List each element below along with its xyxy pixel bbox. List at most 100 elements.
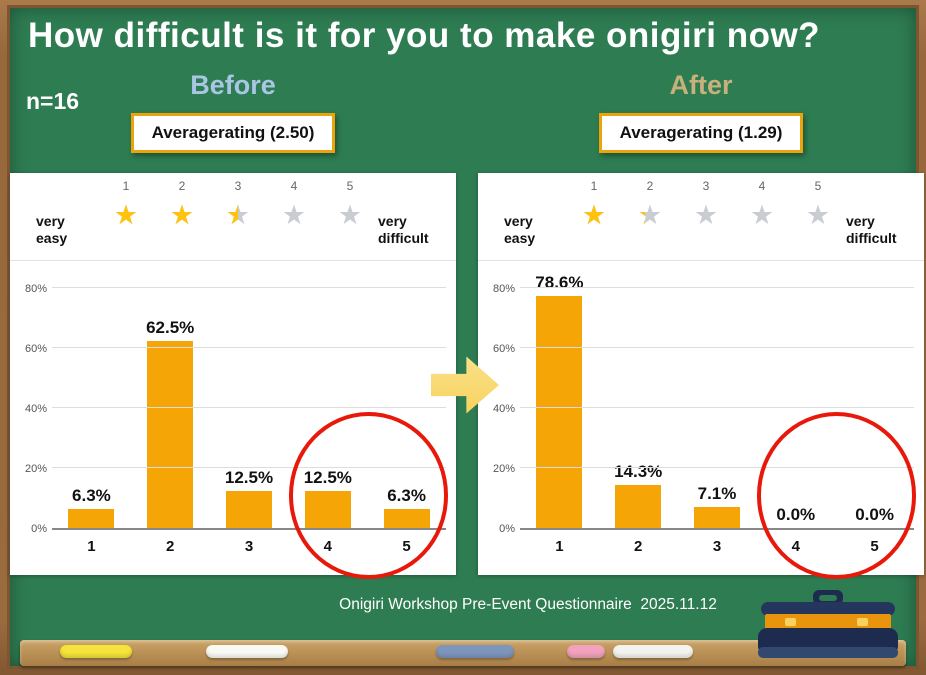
gridline	[520, 287, 914, 288]
y-axis-tick: 60%	[492, 343, 515, 355]
rating-scale-column: 1 ★ ★	[98, 179, 154, 260]
scale-number: 5	[346, 179, 354, 193]
bar-value-label: 7.1%	[697, 483, 737, 503]
bar	[693, 506, 740, 528]
scale-number: 3	[702, 179, 710, 193]
star-icon: ★★	[805, 200, 831, 230]
gridline	[520, 347, 914, 348]
x-axis-label: 3	[712, 538, 722, 555]
after-heading: After	[669, 70, 733, 100]
chalk-piece	[206, 645, 288, 658]
bar	[147, 340, 194, 528]
average-rating-box-before: Averagerating (2.50)	[130, 113, 336, 153]
rating-scale-column: 2 ★★	[154, 179, 210, 260]
star-icon: ★★	[113, 200, 139, 230]
scale-number: 1	[122, 179, 130, 193]
rating-scale-column: 3 ★★	[210, 179, 266, 260]
bar-column: 7.1%	[678, 273, 757, 528]
gridline	[52, 407, 446, 408]
chalkboard: How difficult is it for you to make onig…	[10, 8, 924, 666]
bar-column: 12.5%	[210, 273, 289, 528]
rating-scale-header: very easy 1 ★★ 2 ★★ 3 ★★ 4 ★★ 5 ★★ very difficult	[10, 173, 456, 261]
x-axis-label: 3	[244, 538, 254, 555]
scale-label-easy: very easy	[504, 213, 536, 246]
rating-scale-column: 1 ★ ★	[566, 179, 622, 260]
chart-panel-after: very easy 1 ★★ 2 ★★ 3 ★★ 4 ★★ 5 ★★ very difficult…	[478, 173, 924, 579]
chart-panel-before: very easy 1 ★★ 2 ★★ 3 ★★ 4 ★★ 5 ★★ very difficult…	[10, 173, 456, 579]
chalk-piece	[567, 645, 605, 658]
rating-scale-column: 5 ★★	[322, 179, 378, 260]
star-row: 1 ★★ 2 ★★ 3 ★★ 4 ★★ 5 ★★	[98, 179, 378, 260]
toolbox-illustration	[758, 590, 898, 658]
x-axis-label: 2	[166, 538, 175, 555]
star-icon: ★★	[637, 200, 663, 230]
chalk-piece	[613, 645, 693, 658]
footer-caption: Onigiri Workshop Pre-Event Questionnaire…	[339, 596, 717, 613]
scale-label-easy: very easy	[36, 213, 68, 246]
star-icon: ★★	[225, 200, 251, 230]
scale-number: 4	[758, 179, 766, 193]
y-axis-tick: 20%	[24, 463, 47, 475]
scale-number: 2	[646, 179, 654, 193]
star-icon: ★★	[693, 200, 719, 230]
star-icon: ★★	[337, 200, 363, 230]
bar-column: 6.3%	[52, 273, 131, 528]
y-axis-tick: 40%	[492, 403, 515, 415]
bar	[68, 509, 115, 528]
star-icon: ★★	[749, 200, 775, 230]
gridline	[52, 467, 446, 468]
y-axis-tick: 80%	[492, 283, 515, 295]
scale-label-difficult: very difficult	[846, 213, 897, 246]
gridline	[520, 407, 914, 408]
y-axis-tick: 60%	[24, 343, 47, 355]
bar-value-label: 14.3%	[614, 462, 663, 482]
y-axis-tick: 20%	[492, 463, 515, 475]
x-axis-label: 2	[634, 538, 643, 555]
chalk-piece	[436, 645, 514, 658]
star-icon: ★★	[169, 200, 195, 230]
y-axis-tick: 0%	[499, 523, 515, 535]
scale-number: 2	[178, 179, 186, 193]
bar-value-label: 12.5%	[224, 467, 274, 487]
before-heading: Before	[190, 70, 276, 100]
rating-scale-column: 4 ★★	[266, 179, 322, 260]
y-axis-tick: 40%	[24, 403, 47, 415]
scale-number: 5	[814, 179, 822, 193]
scale-number: 1	[590, 179, 598, 193]
bar	[225, 490, 272, 528]
scale-number: 4	[290, 179, 298, 193]
bar-value-label: 62.5%	[146, 317, 195, 337]
rating-scale-column: 2 ★★	[622, 179, 678, 260]
average-rating-label-after: Averagerating (1.29)	[619, 123, 783, 142]
star-row: 1 ★★ 2 ★★ 3 ★★ 4 ★★ 5 ★★	[566, 179, 846, 260]
bar-column: 14.3%	[599, 273, 678, 528]
bar-value-label: 6.3%	[72, 486, 111, 506]
x-axis-label: 1	[555, 538, 564, 555]
chalk-piece	[60, 645, 132, 658]
bar	[615, 485, 662, 528]
bar-value-label: 78.6%	[535, 273, 584, 292]
rating-scale-column: 3 ★★	[678, 179, 734, 260]
gridline	[52, 287, 446, 288]
scale-label-difficult: very difficult	[378, 213, 429, 246]
bar-column: 62.5%	[131, 273, 210, 528]
bar	[536, 296, 583, 528]
sample-size-label: n=16	[26, 88, 80, 114]
after-chart-section: After Averagerating (1.29) very easy 1 ★ ★…	[478, 70, 924, 579]
before-chart-section: Before Averagerating (2.50) very easy 1 ★…	[10, 70, 456, 579]
page-title: How difficult is it for you to make onig…	[28, 16, 821, 55]
star-icon: ★★	[581, 200, 607, 230]
average-rating-box-after: Averagerating (1.29)	[598, 113, 804, 153]
bar-column: 78.6%	[520, 273, 599, 528]
highlight-circle	[756, 412, 917, 579]
highlight-circle	[288, 412, 449, 579]
y-axis-tick: 0%	[31, 523, 47, 535]
x-axis-label: 1	[87, 538, 96, 555]
average-rating-label-before: Averagerating (2.50)	[151, 123, 315, 142]
star-icon: ★★	[281, 200, 307, 230]
y-axis-tick: 80%	[24, 283, 47, 295]
scale-number: 3	[234, 179, 242, 193]
gridline	[520, 467, 914, 468]
bars: 78.6% 14.3% 7.1% 0.0% 0.0%	[520, 273, 914, 528]
